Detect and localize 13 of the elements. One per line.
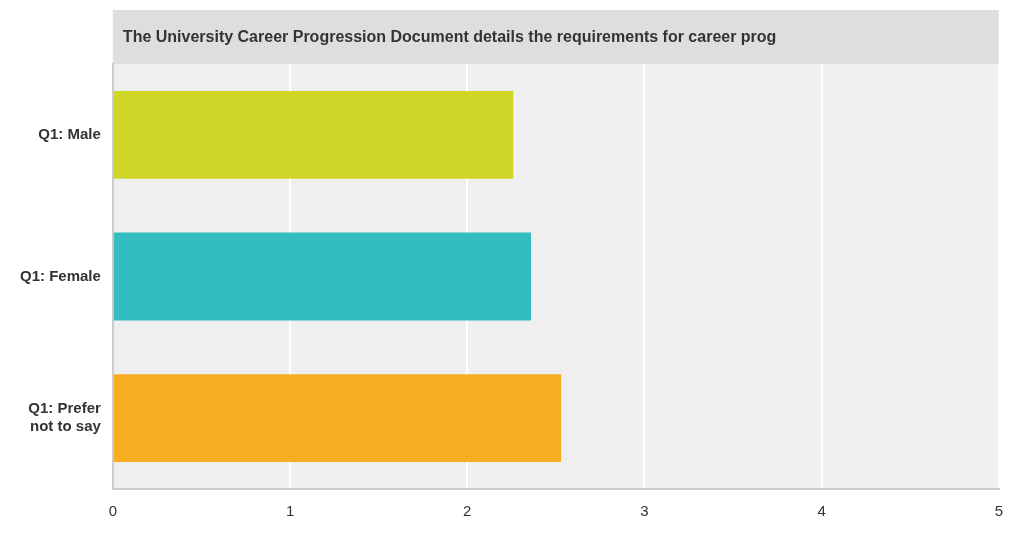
bar [113, 90, 514, 179]
x-tick-label: 0 [108, 502, 118, 520]
x-tick-label: 4 [817, 502, 826, 520]
bar [113, 374, 562, 463]
y-tick-label: Q1: Prefer not to say [28, 399, 102, 435]
x-tick-label: 3 [640, 502, 649, 520]
x-tick-label: 2 [463, 502, 472, 520]
x-tick-label: 1 [285, 502, 295, 520]
chart-title: The University Career Progression Document details the requirements for career prog [122, 28, 777, 46]
y-tick-label: Q1: Female [19, 266, 101, 284]
bar [113, 232, 532, 321]
y-tick-label: Q1: Male [38, 124, 101, 142]
x-tick-label: 5 [994, 502, 1003, 520]
